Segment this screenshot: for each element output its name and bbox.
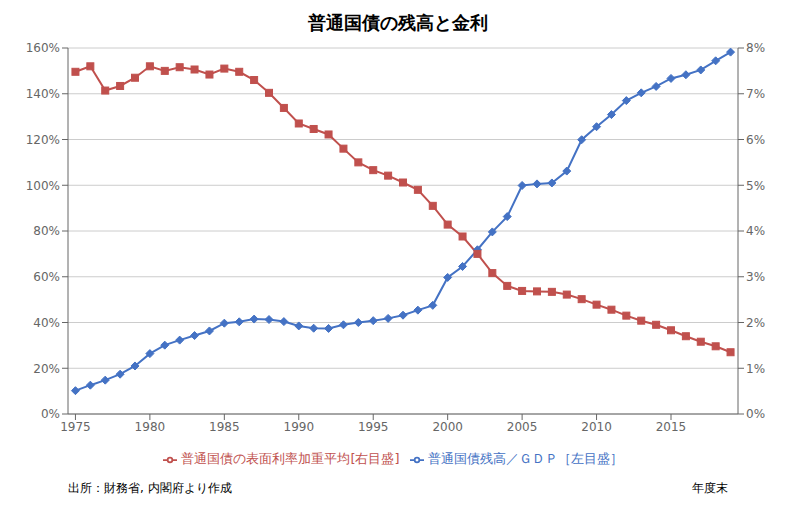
svg-text:2015: 2015 [656, 420, 687, 434]
html-text:普通国債残高／ＧＤＰ［左目盛］: 普通国債残高／ＧＤＰ［左目盛］ [427, 451, 623, 466]
svg-text:100%: 100% [26, 179, 60, 193]
svg-text:0%: 0% [41, 407, 60, 421]
svg-text:0%: 0% [746, 407, 765, 421]
svg-text:1%: 1% [746, 362, 765, 376]
svg-text:140%: 140% [26, 87, 60, 101]
html-text:出所：財務省, 内閣府より作成: 出所：財務省, 内閣府より作成 [68, 481, 232, 495]
svg-text:1980: 1980 [135, 420, 166, 434]
html-text:普通国債の表面利率加重平均[右目盛]: 普通国債の表面利率加重平均[右目盛] [181, 451, 400, 466]
svg-text:120%: 120% [26, 133, 60, 147]
html-text:普通国債の残高と金利: 普通国債の残高と金利 [308, 12, 488, 33]
svg-text:8%: 8% [746, 41, 765, 55]
svg-text:2005: 2005 [507, 420, 538, 434]
svg-text:6%: 6% [746, 133, 765, 147]
svg-text:60%: 60% [33, 270, 60, 284]
svg-text:2000: 2000 [432, 420, 463, 434]
svg-text:1995: 1995 [358, 420, 389, 434]
svg-text:80%: 80% [33, 224, 60, 238]
svg-text:7%: 7% [746, 87, 765, 101]
svg-text:4%: 4% [746, 224, 765, 238]
svg-text:160%: 160% [26, 41, 60, 55]
svg-text:20%: 20% [33, 362, 60, 376]
svg-text:1975: 1975 [60, 420, 91, 434]
html-text:年度末: 年度末 [692, 481, 728, 495]
svg-text:5%: 5% [746, 179, 765, 193]
svg-text:1990: 1990 [284, 420, 315, 434]
svg-text:3%: 3% [746, 270, 765, 284]
svg-text:1985: 1985 [209, 420, 240, 434]
svg-text:40%: 40% [33, 316, 60, 330]
svg-text:2010: 2010 [581, 420, 612, 434]
svg-text:2%: 2% [746, 316, 765, 330]
